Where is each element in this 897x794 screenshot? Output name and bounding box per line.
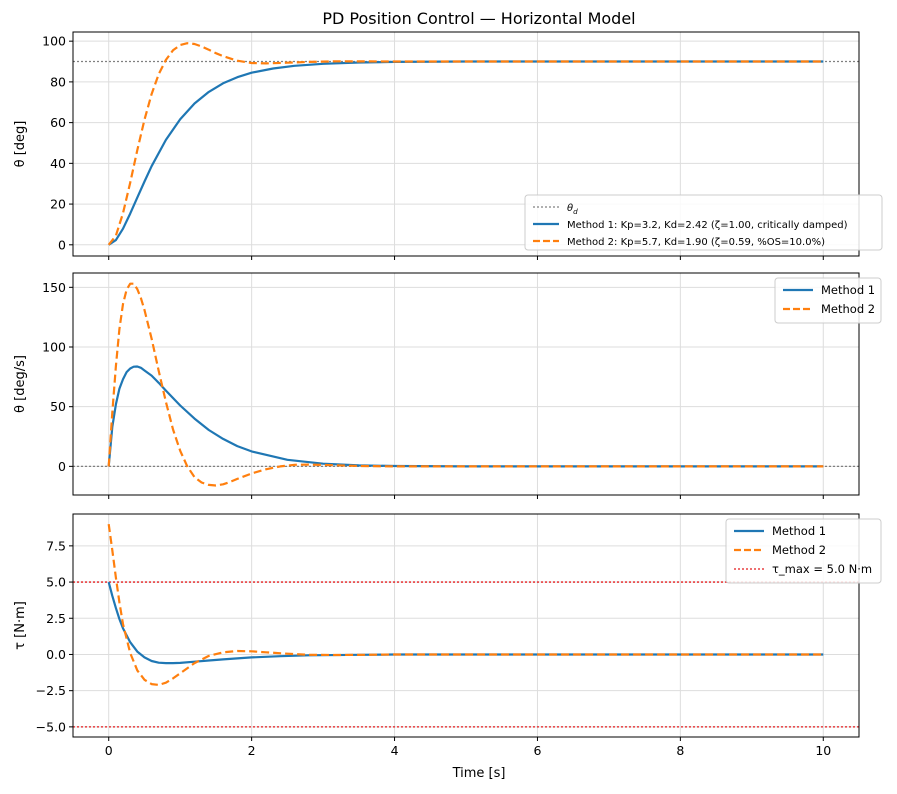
legend: Method 1 Method 2	[774, 277, 882, 324]
legend-label: θd	[567, 203, 578, 216]
panel-velocity: 0 50 100 150 θ [deg/s] Method 1 Method 2	[13, 272, 882, 499]
plot-area	[73, 523, 859, 728]
y-tick-label: 7.5	[46, 538, 66, 553]
legend-label: Method 1	[821, 283, 875, 297]
y-tick-label: 150	[42, 280, 66, 295]
y-tick-label: 0	[58, 459, 66, 474]
legend-label: τ_max = 5.0 N·m	[772, 562, 872, 576]
y-tick-label: −5.0	[36, 719, 66, 734]
x-tick-label: 0	[105, 743, 113, 758]
legend-frame	[524, 194, 883, 251]
axes-frame	[72, 272, 860, 496]
x-axis-label: Time [s]	[452, 766, 506, 781]
legend-label: Method 2	[772, 543, 826, 557]
y-axis-label: θ [deg/s]	[13, 355, 28, 413]
legend: Method 1 Method 2 τ_max = 5.0 N·m	[725, 518, 882, 584]
legend-label: Method 2: Kp=5.7, Kd=1.90 (ζ=0.59, %OS=1…	[567, 237, 825, 248]
legend-label: Method 1: Kp=3.2, Kd=2.42 (ζ=1.00, criti…	[567, 220, 848, 231]
legend-label-sub: d	[573, 207, 578, 216]
y-tick-label: 100	[42, 340, 66, 355]
x-tick-label: 8	[676, 743, 684, 758]
panel-torque: 0 2 4 6 8 10 −5.0 −2.5 0.0 2.5 5.0 7.5 τ [N·m] Method…	[13, 513, 882, 758]
legend-label-main: θ	[567, 203, 573, 214]
series-line-1	[107, 581, 824, 665]
series-line-2	[107, 42, 824, 246]
y-tick-label: 0.0	[46, 647, 66, 662]
y-tick-label: 2.5	[46, 611, 66, 626]
x-tick-label: 4	[391, 743, 399, 758]
x-tick-label: 2	[248, 743, 256, 758]
plot-area	[73, 42, 859, 246]
series-line-2	[107, 282, 824, 487]
axes-frame	[72, 31, 860, 257]
series-line-1	[107, 365, 824, 468]
panel-angle: 0 20 40 60 80 100 θ [deg] θd Method 1: Kp=3.2, K…	[13, 31, 883, 260]
y-tick-label: 40	[50, 156, 66, 171]
axes-frame	[72, 513, 860, 738]
y-tick-label: 50	[50, 399, 66, 414]
x-tick-label: 6	[533, 743, 541, 758]
y-axis-label: θ [deg]	[13, 121, 28, 168]
series-line-2	[107, 523, 824, 686]
legend-label: Method 1	[772, 524, 826, 538]
x-tick-label: 10	[815, 743, 831, 758]
y-tick-label: 20	[50, 197, 66, 212]
y-tick-label: 80	[50, 74, 66, 89]
y-tick-label: 5.0	[46, 575, 66, 590]
y-tick-label: −2.5	[36, 683, 66, 698]
y-tick-label: 0	[58, 237, 66, 252]
figure-title: PD Position Control — Horizontal Model	[322, 9, 635, 28]
legend-label: Method 2	[821, 302, 875, 316]
y-tick-label: 60	[50, 115, 66, 130]
y-axis-label: τ [N·m]	[13, 601, 28, 650]
legend-frame	[725, 518, 882, 584]
y-tick-label: 100	[42, 34, 66, 49]
plot-area	[73, 282, 859, 487]
legend: θd Method 1: Kp=3.2, Kd=2.42 (ζ=1.00, cri…	[524, 194, 883, 251]
